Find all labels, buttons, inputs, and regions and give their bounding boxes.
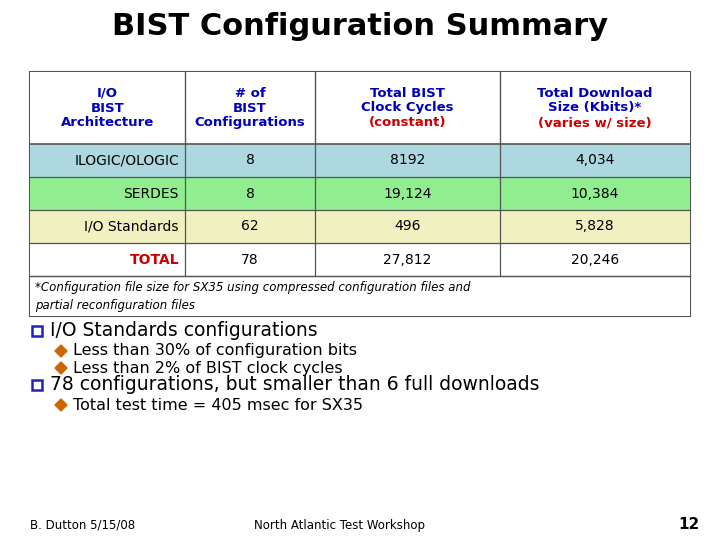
- Polygon shape: [55, 362, 67, 374]
- Text: SERDES: SERDES: [124, 186, 179, 200]
- Text: TOTAL: TOTAL: [130, 253, 179, 267]
- Polygon shape: [55, 399, 67, 411]
- Text: North Atlantic Test Workshop: North Atlantic Test Workshop: [254, 519, 426, 532]
- Bar: [30, 72, 690, 144]
- Text: Total BIST: Total BIST: [370, 87, 445, 100]
- Text: ILOGIC/OLOGIC: ILOGIC/OLOGIC: [74, 153, 179, 167]
- Bar: [30, 276, 690, 316]
- Bar: [30, 177, 690, 210]
- Text: 27,812: 27,812: [383, 253, 432, 267]
- Bar: [30, 210, 690, 243]
- Text: 8: 8: [246, 186, 254, 200]
- Bar: [30, 144, 690, 177]
- Text: 10,384: 10,384: [571, 186, 619, 200]
- Text: # of: # of: [235, 87, 266, 100]
- Text: 4,034: 4,034: [575, 153, 615, 167]
- Text: BIST: BIST: [91, 102, 125, 114]
- Text: 496: 496: [395, 219, 420, 233]
- Text: Clock Cycles: Clock Cycles: [361, 102, 454, 114]
- Polygon shape: [55, 345, 67, 357]
- Text: Less than 2% of BIST clock cycles: Less than 2% of BIST clock cycles: [73, 361, 343, 375]
- Text: Less than 30% of configuration bits: Less than 30% of configuration bits: [73, 343, 357, 359]
- Text: Architecture: Architecture: [61, 116, 154, 129]
- Text: Size (Kbits)*: Size (Kbits)*: [549, 102, 642, 114]
- Bar: [32, 380, 42, 390]
- Text: I/O Standards configurations: I/O Standards configurations: [50, 321, 318, 341]
- Text: I/O Standards: I/O Standards: [84, 219, 179, 233]
- Text: 12: 12: [679, 517, 700, 532]
- Text: 78: 78: [241, 253, 258, 267]
- Text: B. Dutton 5/15/08: B. Dutton 5/15/08: [30, 519, 135, 532]
- Bar: [30, 72, 690, 316]
- Text: 62: 62: [241, 219, 258, 233]
- Text: 20,246: 20,246: [571, 253, 619, 267]
- Text: 8: 8: [246, 153, 254, 167]
- Text: 78 configurations, but smaller than 6 full downloads: 78 configurations, but smaller than 6 fu…: [50, 375, 539, 395]
- Text: Total Download: Total Download: [537, 87, 653, 100]
- Text: Total test time = 405 msec for SX35: Total test time = 405 msec for SX35: [73, 397, 363, 413]
- Text: (varies w/ size): (varies w/ size): [538, 116, 652, 129]
- Text: BIST: BIST: [233, 102, 267, 114]
- Text: (constant): (constant): [369, 116, 446, 129]
- Text: 19,124: 19,124: [383, 186, 432, 200]
- Text: 5,828: 5,828: [575, 219, 615, 233]
- Text: I/O: I/O: [97, 87, 118, 100]
- Text: 8192: 8192: [390, 153, 426, 167]
- Text: *Configuration file size for SX35 using compressed configuration files and
parti: *Configuration file size for SX35 using …: [35, 281, 470, 312]
- Text: BIST Configuration Summary: BIST Configuration Summary: [112, 12, 608, 41]
- Bar: [30, 243, 690, 276]
- Text: Configurations: Configurations: [194, 116, 305, 129]
- Bar: [32, 326, 42, 336]
